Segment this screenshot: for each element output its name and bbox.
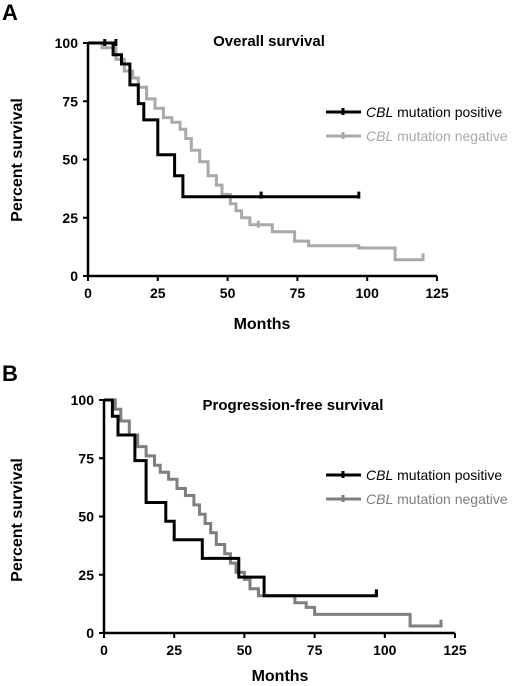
legend-series-text: mutation positive — [393, 104, 502, 120]
x-tick-label: 0 — [84, 285, 92, 301]
x-axis-title-a: Months — [234, 316, 291, 333]
x-tick-label: 100 — [373, 642, 397, 658]
x-tick-label: 100 — [356, 285, 380, 301]
survival-curve-positive — [88, 41, 359, 199]
x-tick-label: 50 — [237, 642, 253, 658]
x-tick-label: 75 — [307, 642, 323, 658]
x-tick-label: 50 — [220, 285, 236, 301]
survival-curve-positive — [104, 398, 378, 598]
y-tick-label: 25 — [78, 567, 94, 583]
x-tick-label: 125 — [443, 642, 467, 658]
chart-title-overall-survival: Overall survival — [213, 33, 325, 50]
y-tick-label: 0 — [70, 268, 78, 284]
panel-overall-survival: A Overall survival Percent survival Mont… — [2, 0, 508, 333]
x-tick-label: 75 — [290, 285, 306, 301]
x-tick-label: 125 — [425, 285, 449, 301]
y-axis-title-b: Percent survival — [9, 458, 26, 582]
legend-gene-name: CBL — [366, 467, 393, 483]
survival-curve-negative — [88, 41, 425, 262]
y-tick-label: 25 — [62, 210, 78, 226]
y-tick-label: 100 — [55, 35, 79, 51]
y-axis-title-a: Percent survival — [9, 98, 26, 222]
legend-gene-name: CBL — [366, 104, 393, 120]
chart-title-progression-free-survival: Progression-free survival — [203, 397, 384, 414]
x-axis-title-b: Months — [252, 668, 309, 685]
x-tick-label: 0 — [100, 642, 108, 658]
legend-label-positive: CBL mutation positive — [366, 104, 502, 120]
legend-gene-name: CBL — [366, 491, 393, 507]
legend-series-text: mutation negative — [393, 491, 508, 507]
legend-series-text: mutation positive — [393, 467, 502, 483]
legend-label-negative: CBL mutation negative — [366, 491, 508, 507]
y-tick-label: 50 — [62, 152, 78, 168]
x-tick-label: 25 — [166, 642, 182, 658]
x-tick-label: 25 — [150, 285, 166, 301]
y-tick-label: 0 — [86, 625, 94, 641]
panel-progression-free-survival: B Progression-free survival Percent surv… — [2, 361, 508, 685]
legend-series-text: mutation negative — [393, 128, 508, 144]
y-tick-label: 100 — [71, 392, 95, 408]
y-tick-label: 75 — [78, 450, 94, 466]
legend-label-negative: CBL mutation negative — [366, 128, 508, 144]
y-tick-label: 75 — [62, 93, 78, 109]
survival-curve-negative — [104, 398, 443, 628]
legend-label-positive: CBL mutation positive — [366, 467, 502, 483]
panel-letter-b: B — [2, 361, 18, 386]
y-tick-label: 50 — [78, 509, 94, 525]
legend-gene-name: CBL — [366, 128, 393, 144]
panel-letter-a: A — [2, 0, 18, 25]
